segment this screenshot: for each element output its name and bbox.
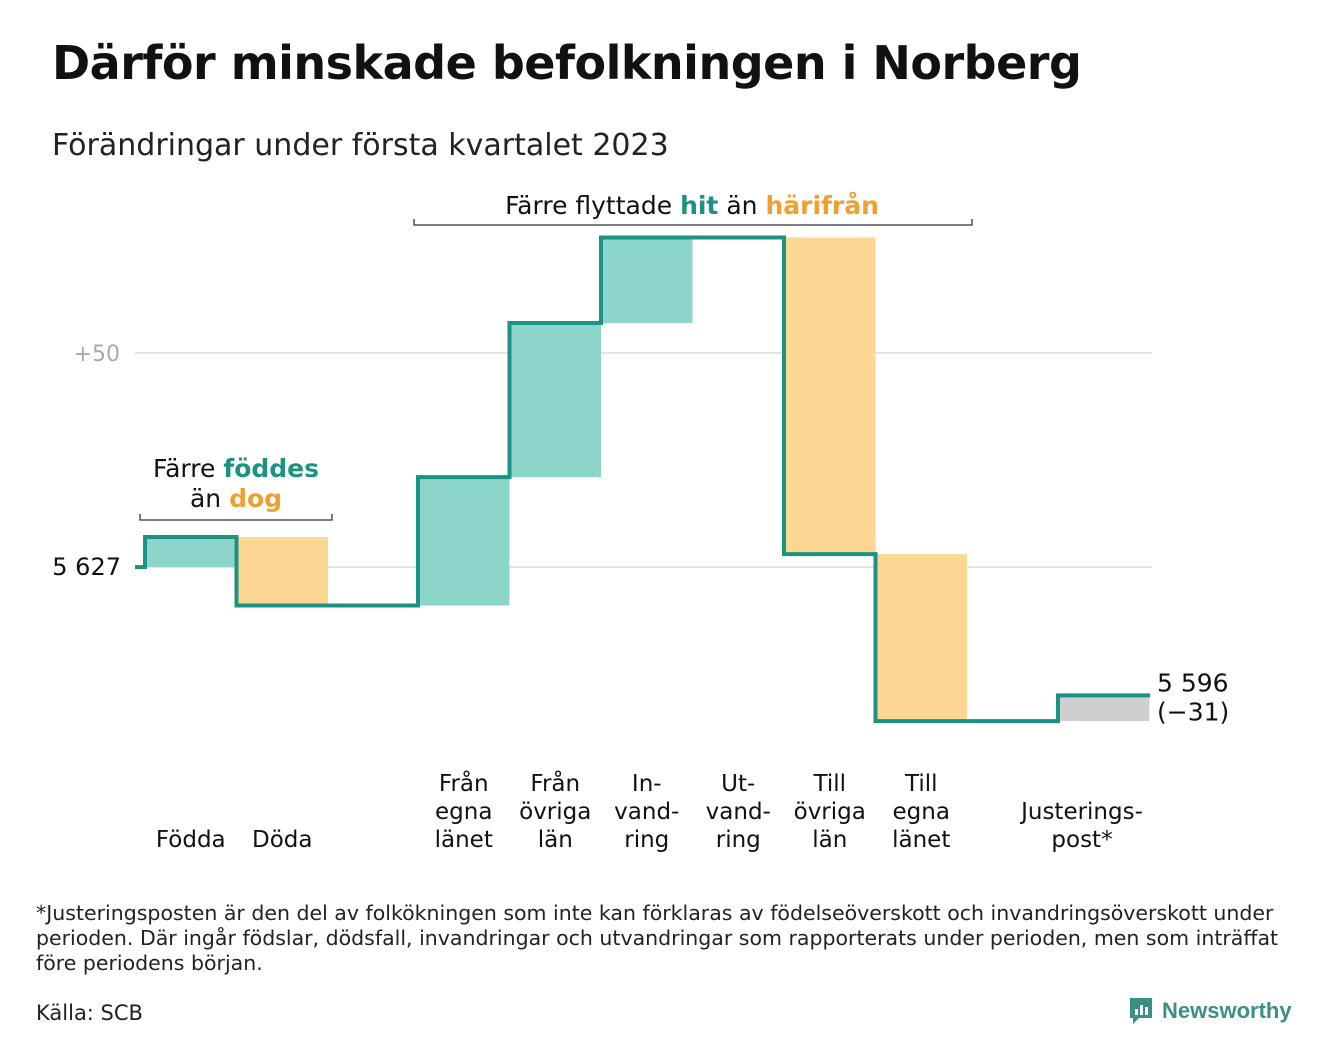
footnote: *Justeringsposten är den del av folkökni… — [36, 901, 1279, 975]
bar-tillegnalänet — [875, 554, 967, 722]
bar-frånövrigalän — [509, 323, 601, 478]
chart-title: Därför minskade befolkningen i Norberg — [52, 36, 1082, 90]
category-label: Justerings-post* — [1019, 799, 1143, 853]
running-total-line — [135, 235, 1150, 724]
category-label: Döda — [252, 827, 312, 853]
bar-tillövrigalän — [784, 237, 876, 555]
source-label: Källa: SCB — [36, 1001, 143, 1025]
chart-subtitle: Förändringar under första kvartalet 2023 — [52, 128, 669, 163]
annotation-migration: Färre flyttade hit än härifrån — [505, 191, 879, 220]
annotation-births-deaths-line2: än dog — [190, 484, 282, 513]
category-label: In-vand-ring — [614, 771, 679, 853]
category-label: Till övriga län — [794, 771, 866, 853]
category-label: Ut-vand-ring — [706, 771, 771, 853]
category-label: Födda — [156, 827, 226, 853]
bar-invandring — [601, 237, 693, 324]
brand-name: Newsworthy — [1162, 998, 1292, 1023]
bar-justeringspost — [1058, 695, 1150, 722]
end-change-label: (−31) — [1157, 697, 1229, 726]
waterfall-chart: +50 5 627 5 596 (−31) Födda Döda Från egna l… — [52, 191, 1229, 853]
brand[interactable]: Newsworthy — [1128, 996, 1292, 1026]
end-value-label: 5 596 — [1157, 668, 1229, 697]
bracket-births-deaths — [139, 514, 333, 521]
category-label: Till egna länet — [892, 771, 950, 853]
bracket-migration — [413, 219, 973, 226]
annotation-births-deaths: Färre föddes — [153, 454, 319, 483]
start-value-label: 5 627 — [52, 553, 121, 581]
category-label: Från egna länet — [435, 769, 493, 853]
bar-döda — [236, 537, 328, 606]
newsworthy-logo-icon — [1130, 998, 1152, 1024]
bar-frånegnalänet — [418, 477, 510, 606]
gridline-label-plus50: +50 — [74, 342, 120, 367]
bar-födda — [145, 537, 237, 567]
category-label: Från övriga län — [519, 769, 591, 853]
